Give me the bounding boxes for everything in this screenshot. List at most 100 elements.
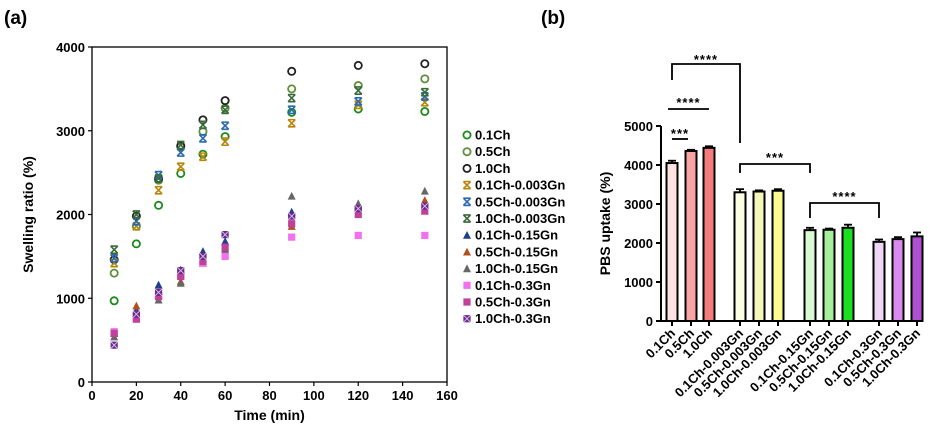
panel-label-a: (a) (4, 8, 27, 29)
data-point (420, 59, 430, 69)
data-point (287, 191, 296, 200)
legend-label: 0.5Ch-0.3Gn (475, 295, 551, 310)
y-tick-label: 2000 (56, 208, 85, 223)
series-0.1Ch (109, 104, 430, 306)
series-0.5Ch-0.3Gn (110, 207, 429, 338)
y-tick-label: 5000 (624, 119, 653, 134)
data-point (420, 186, 429, 195)
data-point-cross (154, 288, 163, 297)
data-point (176, 140, 185, 150)
legend-label: 1.0Ch (475, 161, 510, 176)
significance-label: **** (832, 189, 856, 204)
y-tick-label: 4000 (56, 40, 85, 55)
data-point (198, 152, 208, 162)
data-point (420, 196, 429, 204)
data-point (176, 148, 185, 157)
legend-label: 0.1Ch-0.003Gn (475, 178, 565, 193)
data-point-cross (221, 230, 230, 239)
legend-label: 0.1Ch (475, 128, 510, 143)
data-point (353, 60, 363, 70)
x-tick-label: 20 (129, 388, 143, 403)
legend-item: 1.0Ch-0.3Gn (463, 311, 551, 326)
data-point (288, 233, 296, 241)
data-point (154, 185, 163, 195)
data-point (220, 105, 230, 115)
x-tick-label: 0 (88, 388, 95, 403)
data-point (353, 81, 363, 91)
data-point (354, 231, 362, 240)
series-0.5Ch-0.15Gn (110, 196, 429, 336)
y-axis-label: Swelling ratio (%) (20, 156, 36, 273)
legend-marker (463, 247, 471, 256)
legend-item: 0.5Ch (462, 144, 510, 159)
data-point (221, 237, 230, 245)
bar-0.1Ch-0.3Gn (872, 240, 886, 322)
data-point (109, 296, 119, 306)
data-point (198, 120, 208, 130)
legend-item: 1.0Ch (462, 161, 510, 176)
legend-marker (463, 264, 471, 273)
bar-1.0Ch (702, 146, 716, 322)
data-point-cross (354, 204, 363, 213)
data-point (154, 292, 163, 301)
legend-item: 1.0Ch-0.003Gn (462, 211, 565, 226)
data-point (110, 329, 118, 338)
legend-marker (462, 197, 472, 207)
y-tick-label: 4000 (624, 158, 653, 173)
data-point (221, 243, 229, 251)
x-tick-label: 40 (174, 388, 188, 403)
legend-marker (463, 281, 471, 289)
legend-item: 0.5Ch-0.3Gn (463, 295, 551, 310)
legend-marker (462, 163, 472, 173)
legend-label: 1.0Ch-0.003Gn (475, 211, 565, 226)
data-point (131, 211, 141, 221)
data-point-cross (199, 252, 207, 261)
series-1.0Ch (109, 59, 430, 265)
data-point (420, 87, 429, 97)
data-point (132, 216, 141, 226)
legend-marker-cross (463, 314, 471, 323)
legend-label: 0.5Ch-0.003Gn (475, 194, 565, 209)
data-point (154, 174, 163, 183)
data-point (110, 253, 119, 263)
legend-item: 0.1Ch (462, 128, 510, 143)
series-1.0Ch-0.15Gn (110, 186, 429, 341)
legend-item: 0.1Ch-0.003Gn (462, 178, 565, 193)
significance-bracket (739, 163, 811, 173)
panel-label-b: (b) (541, 8, 565, 29)
x-tick-label: 100 (303, 388, 325, 403)
data-point (132, 315, 140, 323)
data-point (288, 220, 296, 228)
data-point (132, 301, 141, 310)
legend-item: 0.1Ch-0.3Gn (463, 278, 551, 293)
data-point (110, 245, 119, 255)
legend-label: 0.1Ch-0.3Gn (475, 278, 551, 293)
swelling-scatter-chart: 0 20 40 60 80 100 120 140 160 0 1000 2000 3000 4000 Ti… (20, 40, 458, 423)
bar-0.5Ch-0.3Gn (891, 238, 905, 323)
legend-marker (462, 130, 472, 140)
data-point (354, 97, 363, 106)
significance-label: **** (694, 52, 718, 67)
data-point (354, 86, 363, 95)
data-point (287, 66, 297, 76)
legend-label: 1.0Ch-0.3Gn (475, 311, 551, 326)
legend-item: 1.0Ch-0.15Gn (463, 261, 558, 276)
data-point (199, 257, 207, 265)
legend-item: 0.5Ch-0.15Gn (463, 244, 558, 259)
bar-1.0Ch-0.3Gn (910, 235, 924, 322)
data-point (287, 105, 296, 115)
y-tick-label: 0 (78, 375, 85, 390)
data-point (132, 210, 141, 219)
legend-marker (463, 231, 471, 239)
plot-frame (91, 46, 448, 383)
data-point (354, 210, 362, 219)
bar-0.5Ch-0.003Gn (752, 190, 766, 322)
legend-label: 0.5Ch (475, 144, 510, 159)
data-point (220, 132, 230, 142)
data-point (220, 121, 230, 131)
bar-0.1Ch (665, 162, 679, 322)
x-tick-label: 160 (436, 388, 458, 403)
legend-marker (463, 298, 471, 306)
significance-label: *** (766, 150, 784, 165)
